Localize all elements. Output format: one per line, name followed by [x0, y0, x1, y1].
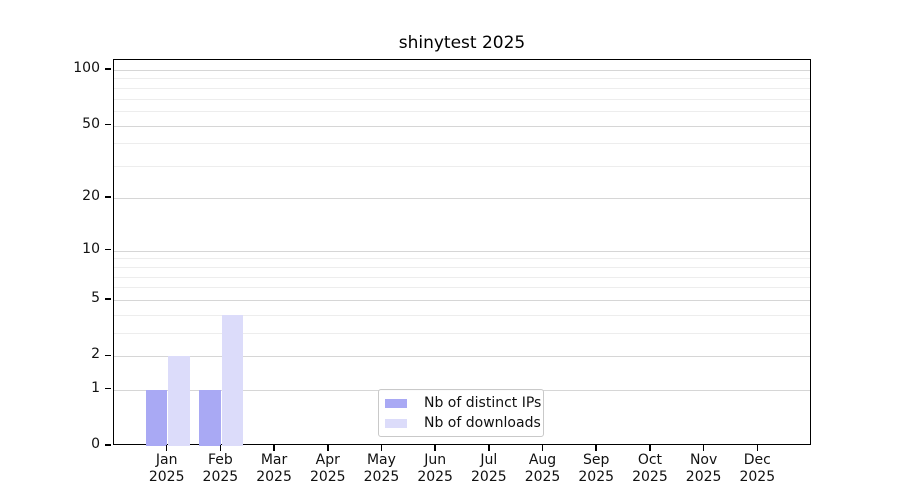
major-gridline	[114, 250, 810, 252]
x-tick-label-sep: Sep 2025	[564, 452, 628, 486]
bar-downloads-jan	[168, 356, 190, 446]
minor-gridline	[114, 258, 810, 260]
x-tick-mark	[434, 445, 436, 451]
month-label: Jan	[155, 452, 178, 468]
major-gridline	[114, 356, 810, 358]
month-label: Apr	[315, 452, 340, 468]
x-tick-label-may: May 2025	[349, 452, 413, 486]
year-label: 2025	[148, 469, 185, 485]
minor-gridline	[114, 276, 810, 278]
x-tick-mark	[327, 445, 329, 451]
minor-gridline	[114, 98, 810, 100]
x-tick-label-jun: Jun 2025	[403, 452, 467, 486]
x-tick-mark	[541, 445, 544, 451]
legend-label-downloads: Nb of downloads	[424, 415, 541, 431]
year-label: 2025	[363, 469, 400, 485]
chart-title: shinytest 2025	[398, 33, 526, 53]
month-label: Jul	[480, 452, 498, 468]
x-tick-label-jul: Jul 2025	[457, 452, 521, 486]
y-tick-label: 5	[91, 290, 100, 307]
minor-gridline	[114, 111, 810, 113]
bar-distinct-ips-jan	[145, 389, 168, 446]
y-tick-label: 10	[82, 240, 100, 257]
minor-gridline	[114, 314, 810, 316]
month-label: Oct	[637, 452, 663, 468]
legend-swatch-distinct-ips	[385, 398, 407, 408]
x-tick-label-mar: Mar 2025	[242, 452, 306, 486]
year-label: 2025	[524, 469, 561, 485]
x-tick-label-apr: Apr 2025	[296, 452, 360, 486]
month-label: Aug	[528, 452, 557, 468]
year-label: 2025	[417, 469, 453, 485]
minor-gridline	[114, 266, 810, 268]
x-tick-label-aug: Aug 2025	[511, 452, 575, 486]
y-tick-mark	[105, 298, 111, 300]
minor-gridline	[114, 333, 810, 335]
x-tick-label-nov: Nov 2025	[672, 452, 736, 486]
y-tick-label: 1	[91, 379, 100, 396]
month-label: Mar	[260, 452, 288, 468]
year-label: 2025	[632, 469, 668, 485]
legend: Nb of distinct IPs Nb of downloads	[378, 389, 544, 437]
y-tick-mark	[105, 123, 111, 126]
legend-swatch-downloads	[385, 418, 407, 428]
y-tick-mark	[105, 387, 111, 390]
minor-gridline	[114, 287, 810, 289]
major-gridline	[114, 197, 810, 199]
y-tick-mark	[105, 444, 111, 446]
y-tick-mark	[105, 196, 111, 198]
x-tick-mark	[756, 445, 759, 451]
y-tick-label: 20	[82, 187, 100, 204]
month-label: May	[366, 452, 396, 468]
x-tick-label-feb: Feb 2025	[188, 452, 252, 486]
x-tick-mark	[595, 445, 597, 451]
major-gridline	[114, 125, 810, 127]
y-tick-mark	[105, 248, 111, 251]
year-label: 2025	[256, 469, 292, 485]
x-tick-mark	[165, 445, 168, 451]
x-tick-mark	[488, 445, 490, 451]
plot-area	[113, 59, 811, 446]
month-label: Feb	[207, 452, 233, 468]
x-tick-mark	[649, 445, 651, 451]
bar-distinct-ips-feb	[199, 389, 221, 446]
x-tick-label-oct: Oct 2025	[618, 452, 682, 486]
minor-gridline	[114, 143, 810, 145]
year-label: 2025	[578, 469, 615, 485]
month-label: Sep	[583, 452, 610, 468]
year-label: 2025	[685, 469, 722, 485]
y-tick-label: 100	[73, 59, 100, 76]
legend-row-downloads: Nb of downloads	[385, 415, 543, 432]
year-label: 2025	[202, 469, 239, 485]
month-label: Jun	[424, 452, 447, 468]
x-tick-mark	[702, 445, 705, 451]
x-tick-label-jan: Jan 2025	[135, 452, 199, 486]
legend-label-distinct-ips: Nb of distinct IPs	[424, 395, 542, 411]
x-tick-mark	[219, 445, 222, 451]
y-tick-mark	[105, 354, 111, 357]
month-label: Nov	[689, 452, 718, 468]
year-label: 2025	[471, 469, 507, 485]
legend-row-distinct-ips: Nb of distinct IPs	[385, 395, 543, 412]
minor-gridline	[114, 166, 810, 168]
minor-gridline	[114, 87, 810, 89]
major-gridline	[114, 300, 810, 302]
month-label: Dec	[743, 452, 771, 468]
minor-gridline	[114, 78, 810, 80]
year-label: 2025	[309, 469, 346, 485]
x-tick-label-dec: Dec 2025	[725, 452, 789, 486]
major-gridline	[114, 69, 810, 71]
y-tick-label: 0	[91, 436, 100, 452]
y-tick-label: 50	[82, 115, 100, 132]
year-label: 2025	[739, 469, 776, 485]
x-tick-mark	[380, 445, 383, 451]
y-tick-label: 2	[91, 346, 100, 363]
x-tick-mark	[273, 445, 275, 451]
bar-downloads-feb	[221, 314, 244, 446]
y-tick-mark	[105, 68, 111, 70]
